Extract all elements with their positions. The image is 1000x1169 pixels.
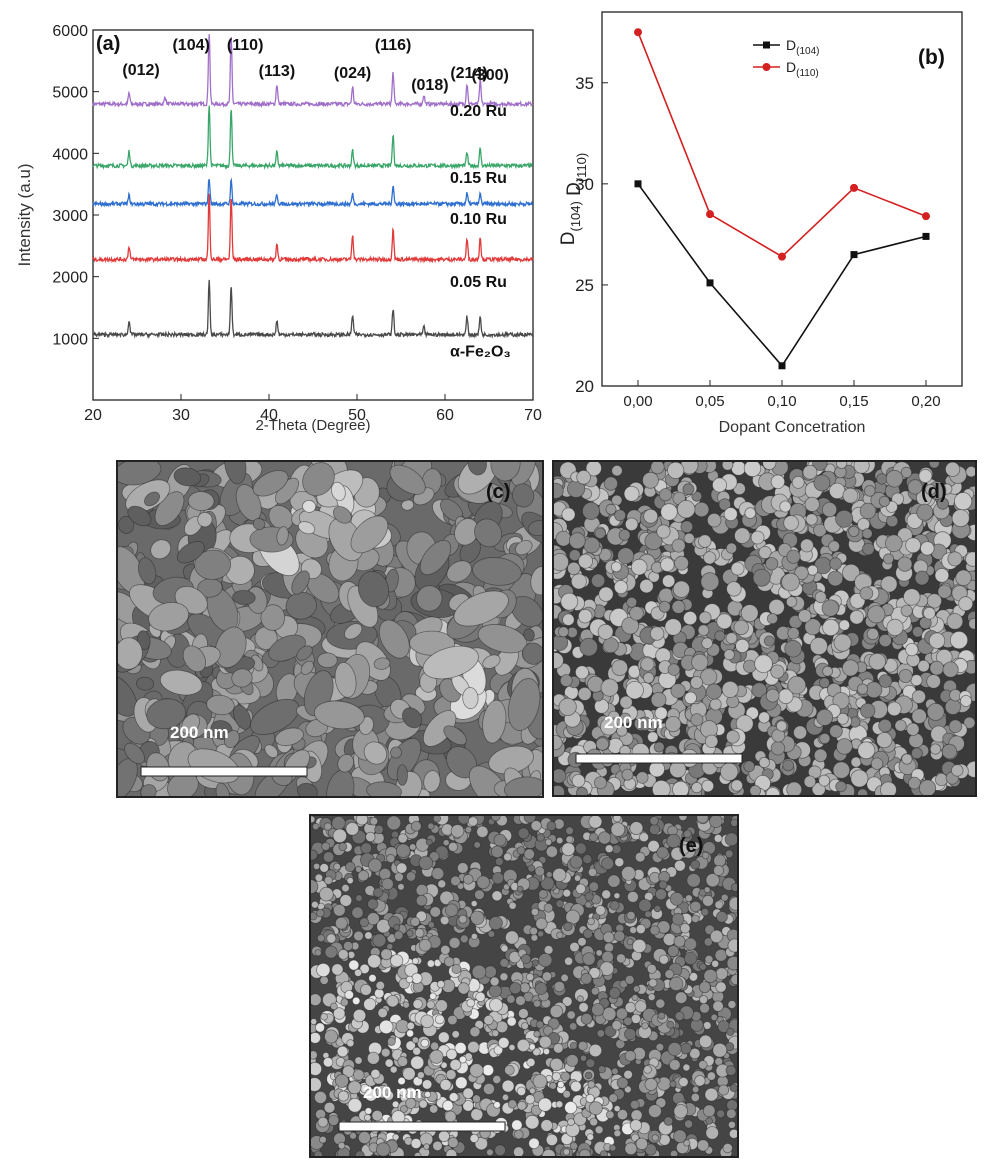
y-tick-label: 1000	[52, 331, 88, 348]
y-tick-label: 20	[575, 377, 594, 396]
legend-marker	[763, 41, 770, 49]
y-tick-label: 30	[575, 175, 594, 194]
data-point-d104	[634, 180, 642, 188]
sample-label-020: 0.20 Ru	[450, 103, 507, 120]
data-point-d104	[706, 279, 714, 287]
sample-label-005: 0.05 Ru	[450, 274, 507, 291]
x-tick-label: 60	[436, 407, 454, 424]
crystallite-size-chart: 0,00 0,05 0,10 0,15 0,20 20 25 30 35 Dopant Conce…	[558, 11, 963, 436]
x-axis-label: 2-Theta (Degree)	[255, 417, 370, 434]
legend-label: D(104)	[786, 37, 819, 57]
peak-label: (024)	[334, 65, 371, 82]
x-tick-label: 20	[84, 407, 102, 424]
y-tick-label: 6000	[52, 23, 88, 40]
y-axis-label: D(104) D(110)	[558, 153, 589, 245]
y-tick-label: 35	[575, 74, 594, 93]
x-tick-label: 0,00	[623, 393, 652, 410]
x-tick-label: 0,05	[695, 393, 724, 410]
data-point-d104	[778, 362, 786, 370]
data-point-d110	[778, 252, 786, 261]
scale-bar-label: 200 nm	[604, 713, 663, 732]
panel-label-e: (e)	[679, 835, 703, 857]
sem-image-e: 200 nm (e)	[309, 814, 739, 1158]
y-tick-label: 3000	[52, 208, 88, 225]
plot-frame	[601, 11, 963, 387]
xrd-pattern-line	[92, 279, 534, 339]
y-axis-label: Intensity (a.u)	[15, 164, 34, 267]
peak-label: (018)	[411, 77, 448, 94]
x-tick-label: 70	[524, 407, 542, 424]
sample-label-015: 0.15 Ru	[450, 170, 507, 187]
scale-bar	[338, 1121, 506, 1132]
sample-label-010: 0.10 Ru	[450, 211, 507, 228]
xrd-chart: 20 30 40 50 60 70 1000 2000 3000 4000 5000 6000 2-Th…	[15, 23, 542, 434]
xrd-pattern-line	[92, 105, 533, 171]
scale-bar	[140, 766, 308, 777]
x-tick-label: 0,20	[911, 393, 940, 410]
data-point-d110	[634, 28, 642, 37]
xrd-pattern-line	[92, 34, 534, 109]
legend: D(104)D(110)	[753, 37, 819, 79]
panel-label-c: (c)	[486, 481, 510, 503]
sem-image-d: 200 nm (d)	[552, 460, 977, 797]
y-tick-label: 25	[575, 276, 594, 295]
peak-label: (104)	[172, 37, 209, 54]
size-panel: 0,00 0,05 0,10 0,15 0,20 20 25 30 35 Dopant Conce…	[550, 0, 1000, 440]
xrd-panel: 20 30 40 50 60 70 1000 2000 3000 4000 5000 6000 2-Th…	[0, 0, 545, 440]
y-tick-label: 5000	[52, 85, 88, 102]
scale-bar	[575, 753, 743, 764]
x-tick-label: 40	[260, 407, 278, 424]
x-tick-label: 0,15	[839, 393, 868, 410]
peak-label: (300)	[472, 67, 509, 84]
panel-label-b: (b)	[918, 46, 945, 69]
legend-marker	[762, 63, 771, 71]
data-point-d104	[850, 251, 858, 259]
panel-label-d: (d)	[921, 481, 947, 503]
sample-label-fe2o3: α-Fe₂O₃	[450, 344, 511, 361]
data-point-d110	[706, 210, 714, 219]
x-tick-label: 30	[172, 407, 190, 424]
peak-label: (214)	[450, 65, 487, 82]
data-point-d104	[922, 232, 930, 240]
legend-label: D(110)	[786, 59, 819, 79]
peak-label: (110)	[227, 37, 263, 54]
peak-label: (116)	[375, 37, 411, 54]
y-tick-label: 2000	[52, 270, 88, 287]
y-tick-label: 4000	[52, 146, 88, 163]
sem-image-c: 200 nm (c)	[116, 460, 544, 798]
x-tick-label: 0,10	[767, 393, 796, 410]
series-line	[637, 31, 927, 258]
scale-bar-label: 200 nm	[363, 1083, 422, 1102]
panel-label-a: (a)	[96, 33, 120, 55]
x-tick-label: 50	[348, 407, 366, 424]
sem-particles	[311, 816, 737, 1156]
x-axis-label: Dopant Concetration	[719, 419, 866, 436]
xrd-pattern-line	[92, 177, 534, 209]
peak-label: (012)	[122, 62, 159, 79]
series-line	[637, 183, 927, 368]
peak-label: (113)	[259, 63, 295, 80]
data-point-d110	[922, 212, 930, 221]
sem-particles	[554, 462, 975, 795]
xrd-pattern-line	[92, 193, 534, 264]
data-point-d110	[850, 183, 858, 192]
scale-bar-label: 200 nm	[170, 723, 229, 742]
